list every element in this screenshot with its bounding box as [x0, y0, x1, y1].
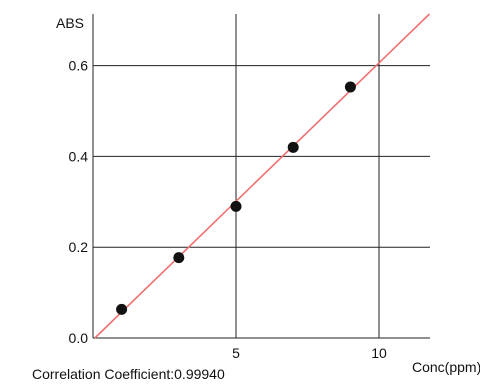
- axes: [92, 14, 430, 339]
- y-tick-label: 0.6: [69, 58, 89, 74]
- y-tick-label: 0.4: [69, 148, 89, 164]
- fit-line-group: [94, 13, 431, 339]
- correlation-coefficient: Correlation Coefficient:0.99940: [32, 366, 225, 382]
- y-tick-label: 0.0: [69, 330, 89, 346]
- data-point: [287, 141, 299, 153]
- data-point: [173, 252, 185, 264]
- y-axis-label: ABS: [56, 15, 84, 31]
- x-tick-label: 10: [371, 345, 387, 361]
- data-points: [116, 81, 356, 315]
- x-axis-label: Conc(ppm): [412, 359, 480, 375]
- grid: [93, 14, 430, 338]
- data-point: [230, 200, 242, 212]
- fit-line: [94, 13, 431, 339]
- data-point: [344, 81, 356, 93]
- y-tick-label: 0.2: [69, 239, 89, 255]
- tick-labels: 0.0 0.2 0.4 0.6 5 10: [69, 58, 387, 361]
- data-point: [116, 303, 128, 315]
- x-tick-label: 5: [232, 345, 240, 361]
